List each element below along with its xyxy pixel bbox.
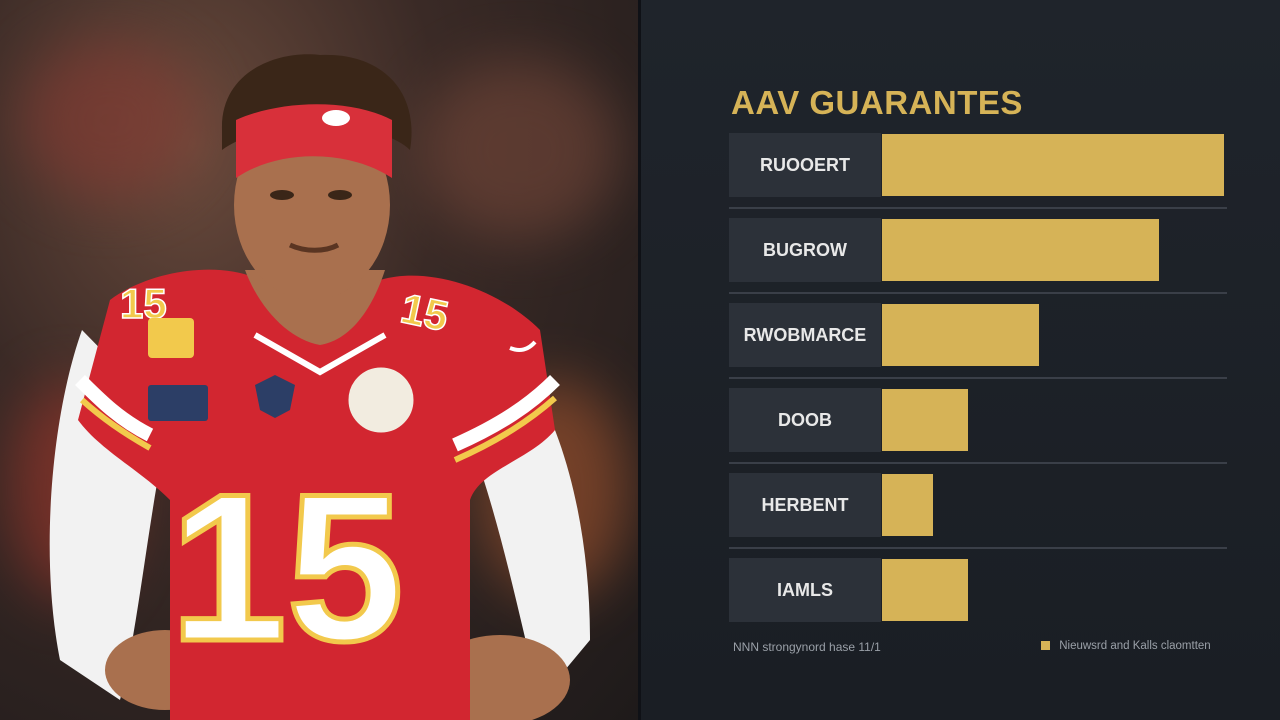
jersey-number: 15 (170, 450, 404, 685)
row-separator (729, 292, 1227, 294)
panel-divider (638, 0, 641, 720)
shoulder-stripe-left (75, 375, 154, 442)
player-illustration: 15 15 15 (49, 54, 590, 720)
bar (882, 389, 968, 451)
bar-label: RWOBMARCE (729, 303, 881, 367)
player-photo: 15 15 15 (0, 0, 638, 720)
bar (882, 304, 1040, 366)
swoosh-logo (509, 340, 537, 352)
row-separator (729, 547, 1227, 549)
bar (882, 474, 934, 536)
bar-label: DOOB (729, 388, 881, 452)
jersey (78, 269, 555, 720)
background-blur (420, 60, 620, 240)
shoulder-number-right: 15 (397, 284, 452, 340)
super-bowl-patch (148, 385, 208, 421)
left-eye (270, 190, 294, 200)
bar-label: BUGROW (729, 218, 881, 282)
shoulder-stripe-right (452, 375, 560, 452)
right-eye (328, 190, 352, 200)
row-separator (729, 377, 1227, 379)
row-separator (729, 462, 1227, 464)
bar (882, 219, 1160, 281)
nfl-shield (255, 375, 295, 418)
shoulder-stripe-left-gold (79, 397, 152, 451)
headband (236, 104, 392, 178)
background-blur (20, 40, 200, 200)
legend-right-text: Nieuwsrd and Kalls claomtten (1059, 640, 1211, 652)
legend-right: Nieuwsrd and Kalls claomtten (1041, 640, 1211, 652)
memorial-patch (345, 364, 417, 436)
bar (882, 559, 968, 621)
bar-label: HERBENT (729, 473, 881, 537)
legend-left-text: NNN strongynord hase 11/1 (733, 640, 881, 654)
legend-left: NNN strongynord hase 11/1 (733, 640, 881, 654)
captain-patch (148, 318, 194, 358)
row-separator (729, 207, 1227, 209)
bar-label: RUOOERT (729, 133, 881, 197)
mouth (288, 242, 340, 253)
headband-logo (322, 110, 350, 126)
chart-title: AAV GUARANTES (731, 84, 1023, 121)
bar-label: IAMLS (729, 558, 881, 622)
bar (882, 134, 1224, 196)
collar (253, 332, 387, 376)
chart-panel: AAV GUARANTES RUOOERT BUGROW RWOBMARCE DOOB… (641, 0, 1280, 720)
legend-swatch (1041, 641, 1050, 651)
shoulder-stripe-right-gold (453, 395, 557, 463)
